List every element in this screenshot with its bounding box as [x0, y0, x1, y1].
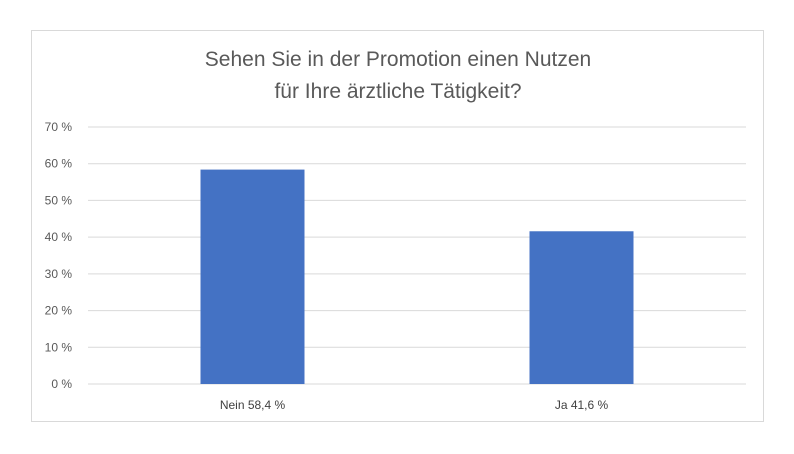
y-axis-tick-labels: 0 % 10 % 20 % 30 % 40 % 50 % 60 % 70 % [45, 120, 73, 391]
chart-title-line-1: Sehen Sie in der Promotion einen Nutzen [205, 48, 591, 71]
y-tick-label: 50 % [45, 193, 73, 207]
x-axis-category-labels: Nein 58,4 % Ja 41,6 % [220, 398, 609, 412]
x-category-label: Nein 58,4 % [220, 398, 286, 412]
y-tick-label: 60 % [45, 157, 73, 171]
y-tick-label: 40 % [45, 230, 73, 244]
y-tick-label: 30 % [45, 267, 73, 281]
y-tick-label: 0 % [51, 377, 72, 391]
bar [529, 231, 634, 384]
y-tick-label: 10 % [45, 340, 73, 354]
chart-frame [31, 30, 764, 422]
gridlines [88, 126, 746, 385]
y-tick-label: 70 % [45, 120, 73, 134]
chart-title-line-2: für Ihre ärztliche Tätigkeit? [274, 80, 521, 103]
x-category-label: Ja 41,6 % [555, 398, 609, 412]
bar [200, 169, 305, 384]
y-tick-label: 20 % [45, 304, 73, 318]
bars [200, 169, 634, 384]
